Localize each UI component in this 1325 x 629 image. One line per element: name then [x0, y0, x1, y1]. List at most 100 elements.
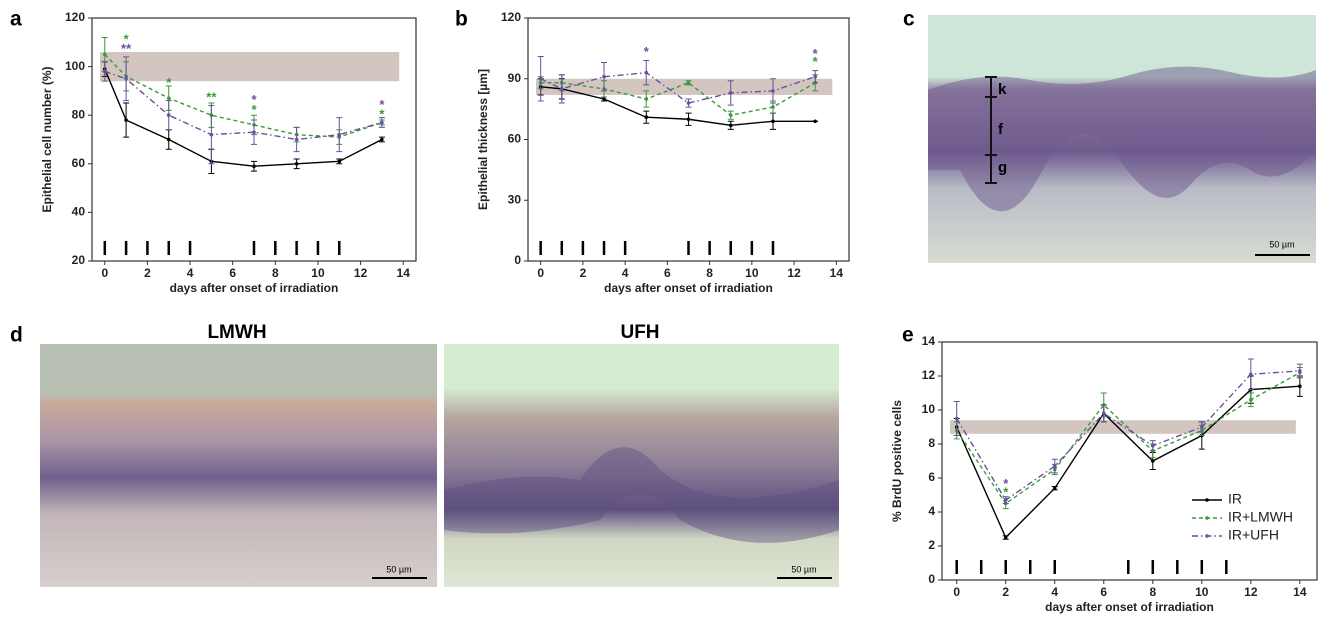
- panel-letter: d: [10, 324, 23, 347]
- point: [124, 118, 128, 122]
- significance-mark: *: [251, 102, 257, 117]
- scale-label: 50 µm: [386, 564, 411, 574]
- point: [1200, 425, 1204, 429]
- point: [102, 69, 107, 74]
- y-tick-label: 40: [72, 205, 86, 219]
- legend-label: IR+LMWH: [1228, 509, 1293, 525]
- y-tick-label: 0: [514, 253, 521, 267]
- point: [294, 162, 299, 166]
- point: [813, 119, 818, 124]
- point: [771, 89, 775, 93]
- y-tick-label: 60: [508, 132, 522, 146]
- point: [1249, 372, 1253, 377]
- y-tick-label: 14: [922, 334, 936, 348]
- x-tick-label: 14: [830, 266, 844, 280]
- x-tick-label: 4: [1051, 585, 1058, 599]
- x-tick-label: 12: [787, 266, 801, 280]
- point: [771, 119, 775, 124]
- image: [40, 344, 437, 587]
- point: [1249, 398, 1253, 402]
- x-tick-label: 6: [229, 266, 236, 280]
- y-tick-label: 6: [928, 470, 935, 484]
- series-line: [956, 371, 1301, 505]
- y-tick-label: 100: [65, 59, 85, 73]
- point: [602, 74, 606, 79]
- significance-mark: **: [121, 41, 132, 56]
- point: [728, 113, 733, 117]
- chart: 0 30 60 90 120 0 2 4 6 8 10 12 14 days after onset of…: [476, 10, 850, 295]
- layer-label: k: [998, 81, 1007, 98]
- significance-mark: *: [813, 46, 819, 61]
- point: [644, 115, 649, 120]
- point: [813, 74, 818, 79]
- x-tick-label: 6: [1100, 585, 1107, 599]
- point: [294, 137, 299, 142]
- panel-letter: a: [10, 8, 22, 31]
- y-tick-label: 20: [72, 253, 86, 267]
- point: [1003, 498, 1008, 502]
- x-tick-label: 8: [272, 266, 279, 280]
- x-tick-label: 14: [397, 266, 411, 280]
- point: [1150, 459, 1155, 463]
- point: [124, 76, 128, 81]
- series-line: [540, 82, 816, 116]
- x-tick-label: 2: [580, 266, 587, 280]
- y-tick-label: 80: [72, 107, 86, 121]
- scale-label: 50 µm: [791, 564, 816, 574]
- x-axis-label: days after onset of irradiation: [1045, 600, 1214, 614]
- point: [102, 52, 107, 57]
- micrograph-c: k f g 50 µm: [928, 15, 1316, 263]
- point: [380, 120, 384, 125]
- y-tick-label: 8: [928, 436, 935, 450]
- y-tick-label: 120: [501, 10, 521, 24]
- x-tick-label: 2: [1002, 585, 1009, 599]
- y-axis-label: Epithelial cell number (%): [40, 66, 54, 212]
- point: [1150, 443, 1155, 448]
- micrograph-d: LMWH 50 µm UFH 50 µm: [40, 322, 839, 587]
- point: [771, 105, 775, 109]
- point: [337, 159, 342, 164]
- layer-label: g: [998, 159, 1007, 176]
- significance-mark: *: [1003, 485, 1009, 500]
- legend-marker: [1205, 498, 1209, 502]
- image: [444, 344, 839, 587]
- legend-marker: [1205, 534, 1209, 538]
- point: [1298, 384, 1302, 389]
- x-tick-label: 0: [953, 585, 960, 599]
- layer-label: f: [998, 121, 1004, 138]
- legend-label: IR+UFH: [1228, 527, 1279, 543]
- point: [644, 97, 649, 101]
- point: [686, 81, 691, 85]
- reference-band: [950, 420, 1296, 434]
- epidermis: [444, 447, 839, 543]
- point: [166, 113, 171, 117]
- significance-mark: *: [813, 54, 819, 69]
- x-tick-label: 0: [537, 266, 544, 280]
- point: [559, 87, 564, 91]
- panel-letter: e: [902, 324, 914, 347]
- y-tick-label: 120: [65, 10, 85, 24]
- x-tick-label: 0: [101, 266, 108, 280]
- y-tick-label: 90: [508, 71, 522, 85]
- point: [728, 123, 733, 128]
- image-title: UFH: [620, 322, 659, 343]
- point: [380, 137, 384, 142]
- significance-mark: **: [206, 90, 217, 105]
- significance-mark: *: [644, 44, 650, 59]
- x-axis-label: days after onset of irradiation: [170, 281, 339, 295]
- point: [954, 416, 959, 421]
- reference-band: [100, 52, 400, 82]
- x-tick-label: 4: [187, 266, 194, 280]
- x-tick-label: 14: [1293, 585, 1307, 599]
- y-tick-label: 30: [508, 192, 522, 206]
- x-tick-label: 10: [745, 266, 759, 280]
- axes-frame: [91, 17, 417, 262]
- point: [1101, 411, 1106, 416]
- x-tick-label: 10: [311, 266, 325, 280]
- series-line: [104, 53, 383, 138]
- point: [166, 137, 171, 142]
- legend-marker: [1205, 516, 1209, 520]
- x-tick-label: 4: [622, 266, 629, 280]
- x-tick-label: 12: [1244, 585, 1258, 599]
